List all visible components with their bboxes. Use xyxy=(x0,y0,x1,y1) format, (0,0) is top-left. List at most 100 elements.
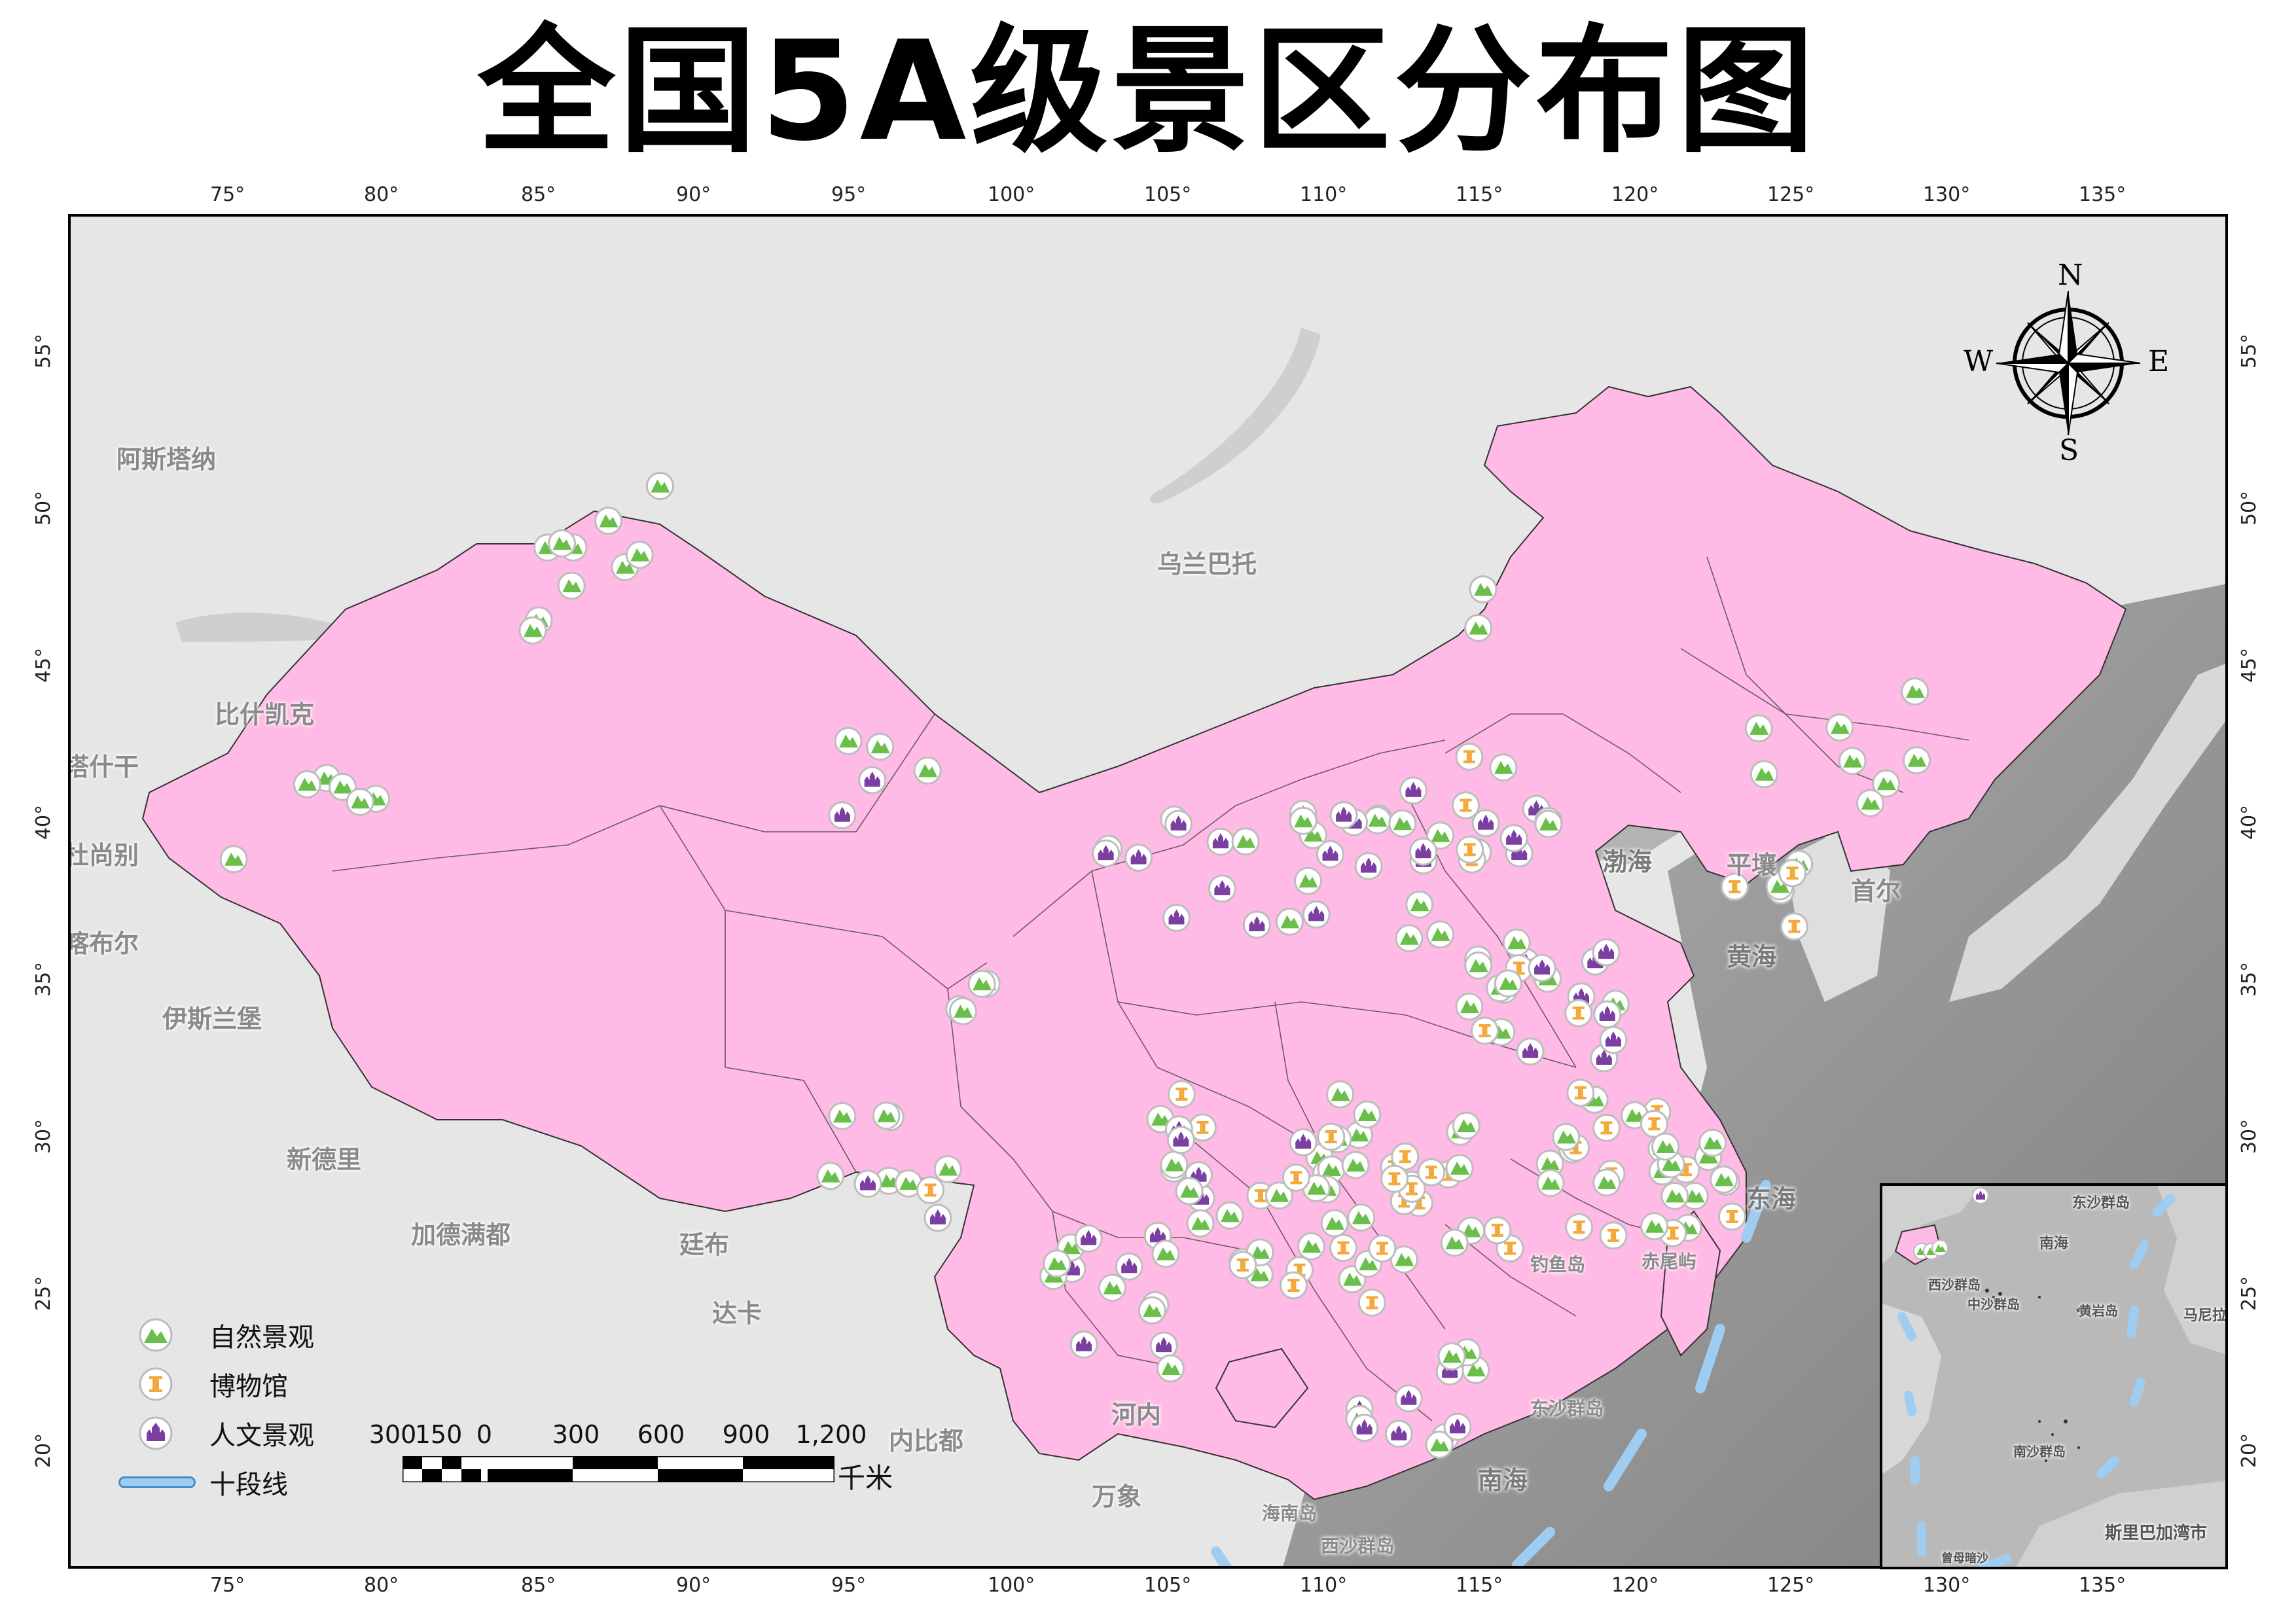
natural-spot-marker[interactable] xyxy=(1294,866,1322,895)
natural-spot-marker[interactable] xyxy=(1534,810,1563,838)
cultural-spot-marker[interactable] xyxy=(1289,1128,1318,1156)
natural-spot-marker[interactable] xyxy=(1552,1122,1581,1151)
cultural-spot-marker[interactable] xyxy=(858,766,887,794)
natural-spot-marker[interactable] xyxy=(1494,969,1522,998)
natural-spot-marker[interactable] xyxy=(548,529,576,558)
museum-spot-marker[interactable] xyxy=(1640,1109,1668,1138)
cultural-spot-marker[interactable] xyxy=(1394,1384,1423,1413)
cultural-spot-marker[interactable] xyxy=(924,1204,952,1232)
map-frame[interactable]: 阿斯塔纳 乌兰巴托 比什凯克 塔什干 杜尚别 喀布尔 伊斯兰堡 新德里 加德满都… xyxy=(68,214,2228,1569)
natural-spot-marker[interactable] xyxy=(1175,1177,1204,1205)
natural-spot-marker[interactable] xyxy=(1856,789,1884,817)
natural-spot-marker[interactable] xyxy=(948,997,977,1026)
cultural-spot-marker[interactable] xyxy=(1384,1419,1413,1448)
museum-spot-marker[interactable] xyxy=(916,1176,944,1204)
museum-spot-marker[interactable] xyxy=(1368,1234,1397,1263)
natural-spot-marker[interactable] xyxy=(1215,1201,1244,1230)
natural-spot-marker[interactable] xyxy=(1098,1274,1126,1302)
cultural-spot-marker[interactable] xyxy=(1164,810,1193,838)
natural-spot-marker[interactable] xyxy=(834,726,863,755)
natural-spot-marker[interactable] xyxy=(866,732,895,761)
natural-spot-marker[interactable] xyxy=(816,1162,845,1190)
cultural-spot-marker[interactable] xyxy=(1316,840,1344,868)
cultural-spot-marker[interactable] xyxy=(1399,776,1427,805)
natural-spot-marker[interactable] xyxy=(1347,1204,1376,1232)
natural-spot-marker[interactable] xyxy=(1469,575,1498,604)
cultural-spot-marker[interactable] xyxy=(1206,827,1235,856)
natural-spot-marker[interactable] xyxy=(1838,747,1867,776)
natural-spot-marker[interactable] xyxy=(1302,1174,1331,1203)
natural-spot-marker[interactable] xyxy=(625,541,654,569)
natural-spot-marker[interactable] xyxy=(1698,1128,1727,1157)
natural-spot-marker[interactable] xyxy=(1341,1150,1370,1179)
museum-spot-marker[interactable] xyxy=(1456,835,1484,864)
natural-spot-marker[interactable] xyxy=(1440,1228,1469,1257)
natural-spot-marker[interactable] xyxy=(1651,1132,1679,1161)
natural-spot-marker[interactable] xyxy=(1660,1181,1689,1210)
natural-spot-marker[interactable] xyxy=(872,1101,901,1130)
natural-spot-marker[interactable] xyxy=(1151,1240,1180,1268)
natural-spot-marker[interactable] xyxy=(1901,677,1929,706)
natural-spot-marker[interactable] xyxy=(828,1101,857,1130)
cultural-spot-marker[interactable] xyxy=(1074,1224,1103,1253)
natural-spot-marker[interactable] xyxy=(1489,753,1518,782)
museum-spot-marker[interactable] xyxy=(1357,1289,1386,1317)
museum-spot-marker[interactable] xyxy=(1483,1216,1512,1245)
cultural-spot-marker[interactable] xyxy=(1069,1330,1098,1359)
natural-spot-marker[interactable] xyxy=(1426,920,1455,949)
cultural-spot-marker[interactable] xyxy=(1329,801,1358,830)
natural-spot-marker[interactable] xyxy=(1405,890,1434,919)
museum-spot-marker[interactable] xyxy=(1452,791,1480,820)
natural-spot-marker[interactable] xyxy=(1186,1209,1215,1238)
cultural-spot-marker[interactable] xyxy=(1528,954,1556,982)
natural-spot-marker[interactable] xyxy=(1710,1165,1738,1194)
cultural-spot-marker[interactable] xyxy=(1149,1331,1178,1360)
natural-spot-marker[interactable] xyxy=(1464,951,1493,980)
museum-spot-marker[interactable] xyxy=(1565,1213,1594,1241)
natural-spot-marker[interactable] xyxy=(346,787,374,816)
natural-spot-marker[interactable] xyxy=(1464,614,1493,643)
natural-spot-marker[interactable] xyxy=(1680,1182,1709,1210)
cultural-spot-marker[interactable] xyxy=(1124,844,1153,872)
natural-spot-marker[interactable] xyxy=(967,969,996,998)
natural-spot-marker[interactable] xyxy=(1395,924,1424,953)
natural-spot-marker[interactable] xyxy=(1043,1249,1071,1278)
natural-spot-marker[interactable] xyxy=(1592,1168,1621,1197)
natural-spot-marker[interactable] xyxy=(1825,713,1854,742)
cultural-spot-marker[interactable] xyxy=(1162,904,1191,932)
cultural-spot-marker[interactable] xyxy=(1350,1414,1379,1442)
natural-spot-marker[interactable] xyxy=(219,845,248,874)
museum-spot-marker[interactable] xyxy=(1592,1113,1621,1142)
cultural-spot-marker[interactable] xyxy=(1242,910,1271,939)
natural-spot-marker[interactable] xyxy=(1157,1354,1185,1383)
natural-spot-marker[interactable] xyxy=(1297,1232,1325,1260)
museum-spot-marker[interactable] xyxy=(1471,1016,1499,1045)
natural-spot-marker[interactable] xyxy=(1749,760,1778,789)
cultural-spot-marker[interactable] xyxy=(1599,1026,1628,1054)
natural-spot-marker[interactable] xyxy=(1502,928,1531,957)
museum-spot-marker[interactable] xyxy=(1317,1122,1346,1151)
natural-spot-marker[interactable] xyxy=(933,1155,962,1183)
south-china-sea-inset[interactable]: 东沙群岛 南海 西沙群岛 中沙群岛 黄岩岛 马尼拉 南沙群岛 斯里巴加湾市 曾母… xyxy=(1880,1183,2228,1569)
museum-spot-marker[interactable] xyxy=(1229,1251,1257,1279)
natural-spot-marker[interactable] xyxy=(1452,1111,1480,1140)
natural-spot-marker[interactable] xyxy=(1353,1100,1382,1129)
cultural-spot-marker[interactable] xyxy=(1166,1126,1195,1154)
museum-spot-marker[interactable] xyxy=(1564,999,1593,1027)
natural-spot-marker[interactable] xyxy=(1640,1212,1669,1241)
natural-spot-marker[interactable] xyxy=(1872,769,1901,798)
natural-spot-marker[interactable] xyxy=(1363,806,1392,834)
cultural-spot-marker[interactable] xyxy=(1354,852,1383,880)
natural-spot-marker[interactable] xyxy=(1903,746,1931,775)
natural-spot-marker[interactable] xyxy=(594,507,622,535)
cultural-spot-marker[interactable] xyxy=(853,1169,882,1198)
natural-spot-marker[interactable] xyxy=(1388,809,1417,838)
natural-spot-marker[interactable] xyxy=(1536,1169,1565,1198)
museum-spot-marker[interactable] xyxy=(1566,1079,1595,1107)
museum-spot-marker[interactable] xyxy=(1780,912,1808,941)
natural-spot-marker[interactable] xyxy=(1744,714,1773,743)
cultural-spot-marker[interactable] xyxy=(1443,1412,1472,1441)
museum-spot-marker[interactable] xyxy=(1778,859,1807,887)
natural-spot-marker[interactable] xyxy=(1390,1245,1418,1274)
natural-spot-marker[interactable] xyxy=(1445,1154,1474,1183)
